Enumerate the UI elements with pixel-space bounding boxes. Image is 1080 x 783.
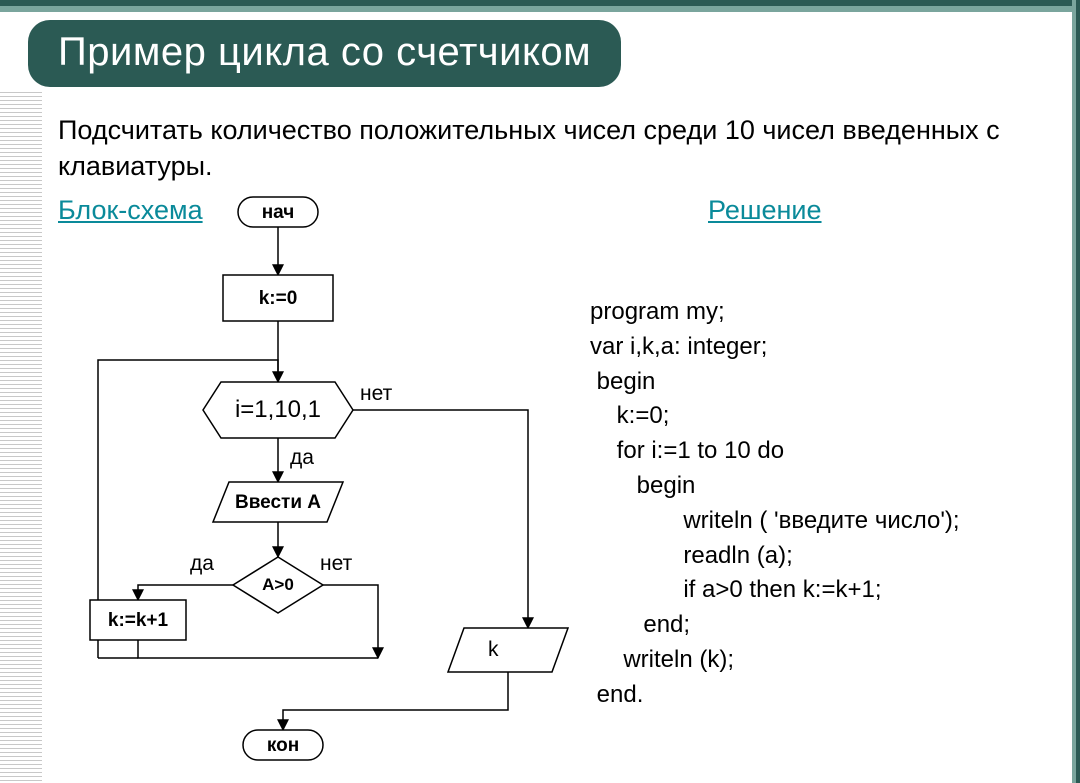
flowchart-svg — [58, 190, 598, 780]
node-kinit-label: k:=0 — [223, 288, 333, 310]
side-hatch — [0, 92, 42, 783]
branch-cond-yes: да — [190, 552, 230, 576]
node-start-label: нач — [238, 202, 318, 224]
slide: Пример цикла со счетчиком Подсчитать кол… — [0, 0, 1080, 783]
slide-description: Подсчитать количество положительных чисе… — [58, 112, 1080, 185]
branch-cond-no: нет — [320, 552, 370, 576]
node-end-label: кон — [243, 735, 323, 757]
branch-loop-yes: да — [290, 446, 330, 470]
slide-title: Пример цикла со счетчиком — [28, 20, 621, 87]
stripe-light — [0, 6, 1080, 12]
code-block: program my; var i,k,a: integer; begin k:… — [590, 295, 960, 713]
node-input-label: Ввести А — [213, 492, 343, 514]
flowchart: нач k:=0 i=1,10,1 Ввести А A>0 k:=k+1 k … — [58, 190, 598, 780]
link-solution[interactable]: Решение — [708, 195, 822, 226]
node-kinc-label: k:=k+1 — [90, 610, 186, 632]
node-outk-label: k — [488, 638, 548, 662]
branch-loop-no: нет — [360, 382, 410, 406]
node-loop-label: i=1,10,1 — [203, 396, 353, 424]
node-cond-label: A>0 — [233, 575, 323, 595]
top-stripe — [0, 0, 1080, 12]
